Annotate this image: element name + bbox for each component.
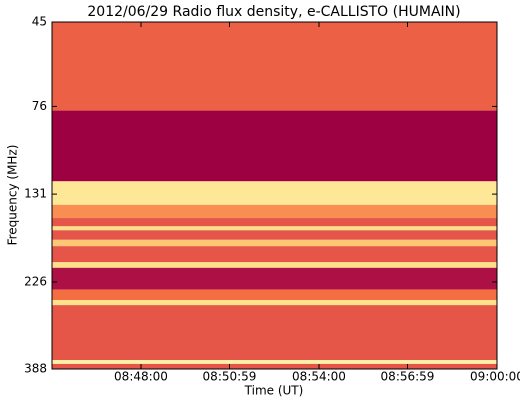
x-tick-label: 08:56:59	[381, 370, 435, 384]
intensity-band	[52, 300, 497, 306]
intensity-band	[52, 181, 497, 205]
intensity-band	[52, 267, 497, 290]
y-tick-label: 131	[24, 187, 47, 201]
y-tick-label: 45	[32, 15, 47, 29]
x-tick-label: 08:54:00	[292, 370, 346, 384]
intensity-band	[52, 204, 497, 219]
x-axis-label: Time (UT)	[244, 384, 304, 398]
intensity-band	[52, 218, 497, 227]
intensity-band	[52, 226, 497, 231]
x-tick-label: 08:50:59	[203, 370, 257, 384]
x-tick-label: 08:48:00	[114, 370, 168, 384]
y-tick-label: 388	[24, 362, 47, 376]
chart-title: 2012/06/29 Radio flux density, e-CALLIST…	[87, 4, 460, 20]
intensity-band	[52, 110, 497, 182]
plot-frame	[51, 21, 498, 370]
intensity-band	[52, 305, 497, 361]
intensity-band	[52, 239, 497, 247]
y-axis-label: Frequency (MHz)	[6, 145, 20, 246]
intensity-band	[52, 363, 497, 369]
y-tick-label: 76	[32, 99, 47, 113]
intensity-band	[52, 22, 497, 111]
intensity-band	[52, 289, 497, 301]
intensity-band	[52, 360, 497, 364]
intensity-band	[52, 262, 497, 268]
x-tick-label: 09:00:00	[470, 370, 520, 384]
intensity-band	[52, 230, 497, 240]
intensity-band	[52, 246, 497, 263]
y-tick-label: 226	[24, 274, 47, 288]
